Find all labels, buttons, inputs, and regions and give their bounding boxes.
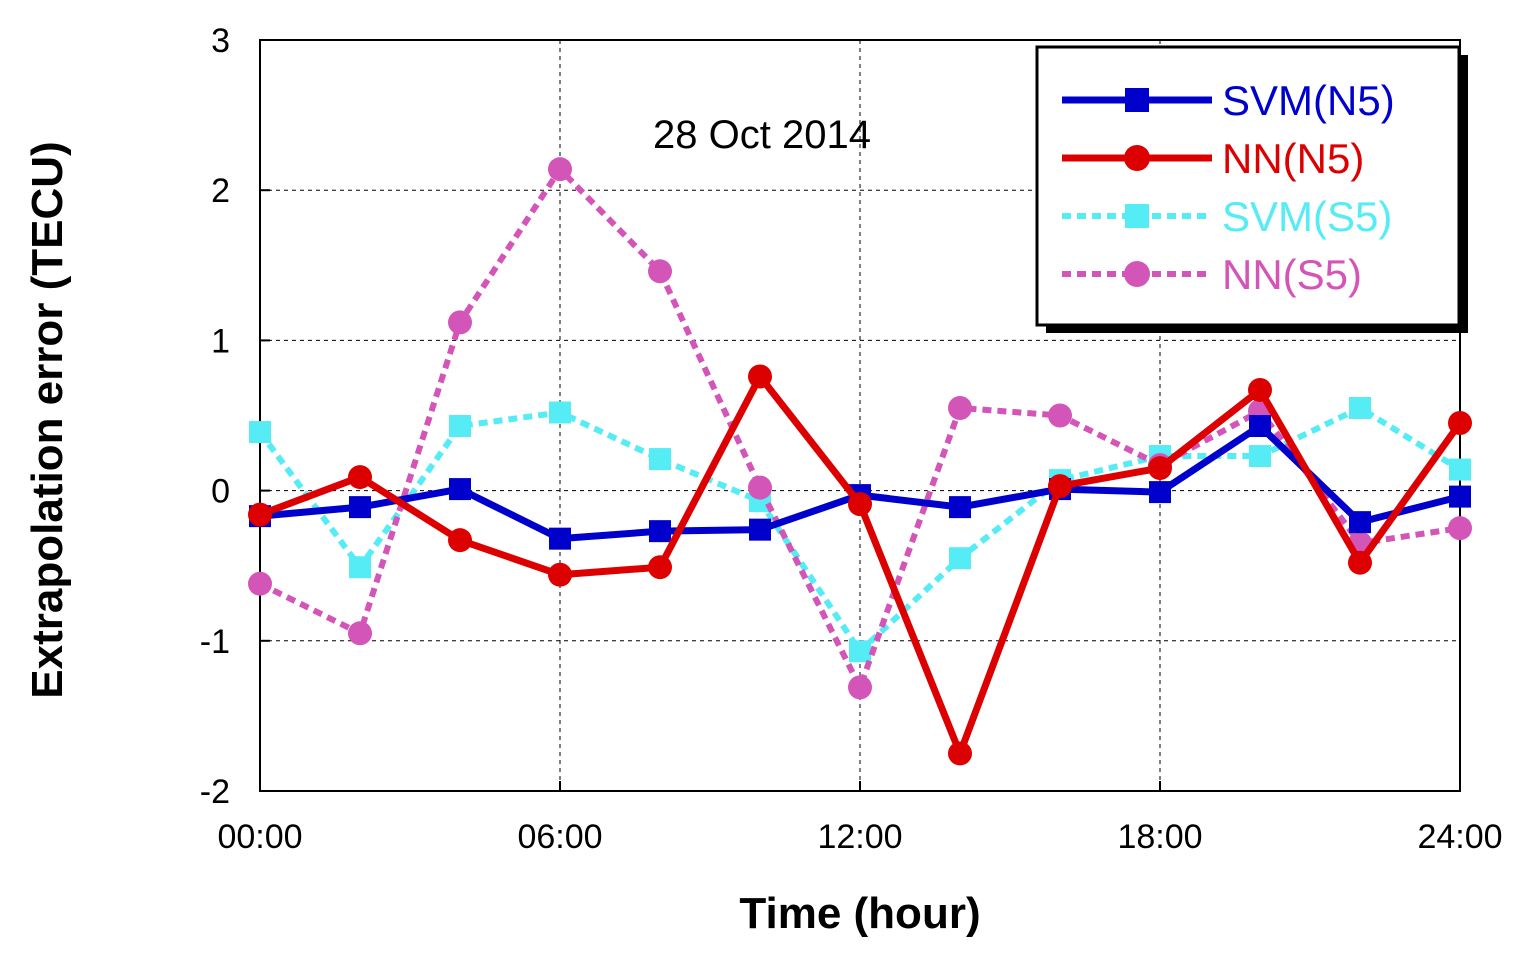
legend-label: NN(S5) [1222,251,1362,298]
data-point [549,527,571,550]
y-tick-label: 1 [211,322,230,360]
x-axis-title: Time (hour) [739,889,980,938]
data-point [1048,474,1072,499]
data-point [1149,481,1171,504]
data-point [1448,516,1472,541]
data-point [849,640,871,663]
data-point [1448,411,1472,436]
data-point [1449,485,1471,508]
data-point [948,395,972,420]
y-tick-label: -2 [200,773,230,811]
data-point [1248,377,1272,402]
data-point [1348,550,1372,575]
legend-item: NN(S5) [1062,251,1362,298]
x-tick-label: 06:00 [517,818,602,856]
data-point [448,528,472,553]
data-point [649,448,671,471]
annotation-date: 28 Oct 2014 [653,113,871,157]
legend-label: SVM(S5) [1222,193,1392,240]
data-point [648,555,672,580]
data-point [1249,415,1271,438]
data-point [1249,445,1271,468]
data-point [649,520,671,543]
data-point [948,741,972,766]
data-point [648,259,672,284]
data-point [448,310,472,335]
data-point [1048,403,1072,428]
series-svm-s5- [249,396,1471,663]
data-point [848,675,872,700]
legend-item: SVM(S5) [1062,193,1392,240]
data-point [748,475,772,500]
data-point [949,496,971,519]
legend-label: SVM(N5) [1222,77,1395,124]
plot-series [248,157,1472,766]
data-point [748,364,772,389]
data-point [1349,396,1371,419]
series-nn-n5- [248,364,1472,766]
data-point [749,518,771,541]
legend-item: SVM(N5) [1062,77,1395,124]
data-point [248,502,272,527]
data-point [1349,511,1371,534]
x-tick-label: 24:00 [1417,818,1502,856]
data-point [1449,458,1471,481]
legend-swatch-marker [1125,88,1149,112]
legend-swatch-marker [1124,145,1150,171]
data-point [449,478,471,501]
legend-label: NN(N5) [1222,135,1364,182]
y-tick-label: -1 [200,623,230,661]
legend-swatch-marker [1124,261,1150,287]
data-point [548,562,572,587]
data-point [848,492,872,517]
x-tick-label: 12:00 [817,818,902,856]
legend-swatch-marker [1125,204,1149,228]
y-axis-title: Extrapolation error (TECU) [23,141,72,698]
x-tick-label: 18:00 [1117,818,1202,856]
x-tick-label: 00:00 [217,818,302,856]
data-point [349,556,371,579]
legend: SVM(N5) NN(N5) SVM(S5) NN(S5) [1035,45,1468,333]
tick-labels: 00:00 06:00 12:00 18:00 24:00 -2 -1 0 1 2 3 [200,22,1503,856]
legend-box [1035,45,1461,327]
data-point [348,621,372,646]
legend-item: NN(N5) [1062,135,1364,182]
data-point [449,415,471,438]
data-point [249,421,271,444]
y-tick-label: 3 [211,22,230,60]
data-point [348,465,372,490]
data-point [1148,456,1172,481]
data-point [949,547,971,570]
data-point [549,401,571,424]
data-point [548,157,572,182]
y-tick-label: 2 [211,172,230,210]
data-point [349,496,371,519]
data-point [248,571,272,596]
y-tick-label: 0 [211,473,230,511]
